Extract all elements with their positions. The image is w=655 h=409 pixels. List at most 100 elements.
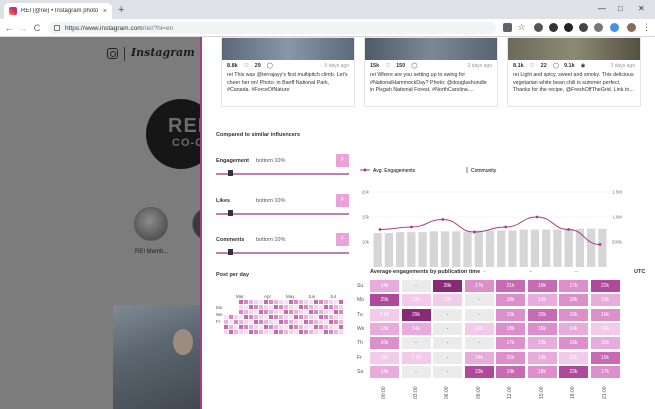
legend-dot-avg (363, 168, 367, 172)
ppd-cell (324, 325, 328, 329)
post-stats: 15k ♡ 150 ◯ 3 days ago (365, 60, 497, 72)
close-window-button[interactable]: ✕ (638, 4, 645, 13)
heatmap-cell: - (464, 337, 494, 350)
heatmap-cell: 22k (590, 280, 620, 292)
story-highlight[interactable] (134, 207, 168, 241)
heatmap-cell: 19k (527, 280, 557, 292)
y-tick-left: 15k (362, 215, 370, 220)
heatmap-title: Average engagements by publication time (370, 269, 481, 275)
community-bar (519, 229, 528, 267)
extension-icon[interactable] (534, 23, 543, 32)
back-button[interactable]: ← (4, 22, 14, 33)
heatmap-cell: 15k (590, 337, 620, 350)
star-icon[interactable]: ☆ (517, 22, 526, 32)
extension-icon[interactable] (610, 23, 619, 32)
community-bar (575, 228, 585, 267)
ppd-cell (224, 320, 228, 324)
ppd-cell (284, 320, 288, 324)
heatmap-col-label: 03:00 (412, 386, 419, 399)
heatmap-cell: 21k (496, 280, 525, 292)
ppd-cell (284, 330, 288, 334)
ppd-month: May (286, 294, 295, 299)
ppd-cell (249, 320, 253, 324)
ppd-cell (264, 300, 268, 304)
ppd-cell (284, 305, 288, 309)
post-thumbnail[interactable] (113, 305, 200, 409)
post-card[interactable]: 8.1k ♡ 22 ◯ 9.1k ◉ 3 days ago rei Light and… (507, 37, 641, 107)
reload-button[interactable]: C (33, 22, 41, 33)
ppd-month: Jun (308, 294, 316, 299)
ppd-cell (289, 330, 293, 334)
extension-icon[interactable] (549, 23, 558, 32)
ppd-cell (254, 305, 258, 309)
ppd-cell (259, 305, 263, 309)
community-bar (474, 230, 483, 267)
ppd-cell (339, 325, 343, 329)
heatmap-cell: 18k (527, 365, 557, 378)
ppd-cell (294, 320, 298, 324)
maximize-button[interactable]: □ (618, 4, 623, 13)
new-tab-button[interactable]: + (118, 4, 125, 16)
ppd-cell (279, 310, 283, 314)
story-highlight[interactable] (192, 207, 200, 241)
extension-icon[interactable] (564, 23, 573, 32)
extension-icon[interactable] (579, 23, 588, 32)
views-count: 9.1k (563, 63, 575, 69)
ppd-cell (264, 330, 268, 334)
metric-value: bottom 10% (256, 198, 286, 204)
community-bar (407, 232, 416, 267)
x-tick: Mar (390, 270, 395, 272)
ppd-cell (239, 310, 243, 314)
ppd-cell (259, 300, 263, 304)
ppd-cell (254, 315, 258, 319)
profile-avatar[interactable] (627, 23, 636, 32)
post-image (222, 38, 354, 60)
ppd-cell (249, 310, 253, 314)
forward-button[interactable]: → (18, 22, 28, 33)
ppd-month-labels: Mar Apr May Jun Jul (224, 294, 344, 300)
community-bar (440, 231, 450, 267)
metric-marker (228, 249, 233, 255)
ppd-cell (334, 300, 338, 304)
minimize-button[interactable]: — (598, 4, 606, 13)
translate-icon[interactable] (503, 23, 512, 32)
menu-icon[interactable]: ⋮ (642, 22, 651, 32)
logo-subtext: CO-OP (172, 137, 200, 149)
ppd-cell (244, 325, 248, 329)
tab-instagram[interactable]: REI (@rei) • Instagram photo × (4, 3, 112, 19)
ppd-cell (234, 325, 238, 329)
post-card[interactable]: 8.8k ♡ 29 ◯ 5 days ago rei This was @terra… (221, 37, 355, 107)
post-date: 3 days ago (467, 63, 492, 69)
ppd-cell (334, 320, 338, 324)
heatmap-cell: - (464, 308, 494, 321)
heatmap-col-label: 15:00 (538, 386, 545, 399)
ppd-cell (304, 300, 308, 304)
post-card[interactable]: 15k ♡ 150 ◯ 3 days ago rei Where are you s… (364, 37, 498, 107)
ppd-cell (289, 315, 293, 319)
ppd-cell (254, 310, 258, 314)
extension-icon[interactable] (594, 23, 603, 32)
ppd-cell (279, 325, 283, 329)
ppd-day: Mo (216, 305, 223, 310)
ppd-cell (254, 320, 258, 324)
likes-count: 15k (370, 63, 380, 69)
ppd-cell (289, 310, 293, 314)
community-bar (530, 229, 540, 267)
ppd-cell (319, 300, 323, 304)
posts-per-day-calendar (224, 300, 344, 340)
heatmap-cell: 13k (527, 337, 557, 350)
ppd-cell (239, 330, 243, 334)
tab-close-icon[interactable]: × (102, 7, 107, 15)
ppd-cell (274, 325, 278, 329)
ppd-cell (314, 320, 318, 324)
comment-icon: ◯ (552, 63, 559, 69)
chart-body: 20k 1.5M 15k 1.0M 10k 500k Mar Apr May Jun Jul (362, 190, 623, 273)
ppd-cell (299, 315, 303, 319)
x-tick: Apr (436, 270, 441, 272)
heatmap-cell: 16k (559, 337, 588, 350)
address-bar[interactable]: https://www.instagram.com/rei/?hl=en (48, 22, 496, 34)
x-tick: May (482, 270, 487, 272)
ppd-cell (229, 315, 233, 319)
ppd-cell (334, 310, 338, 314)
heatmap-cell: 16k (496, 351, 525, 364)
